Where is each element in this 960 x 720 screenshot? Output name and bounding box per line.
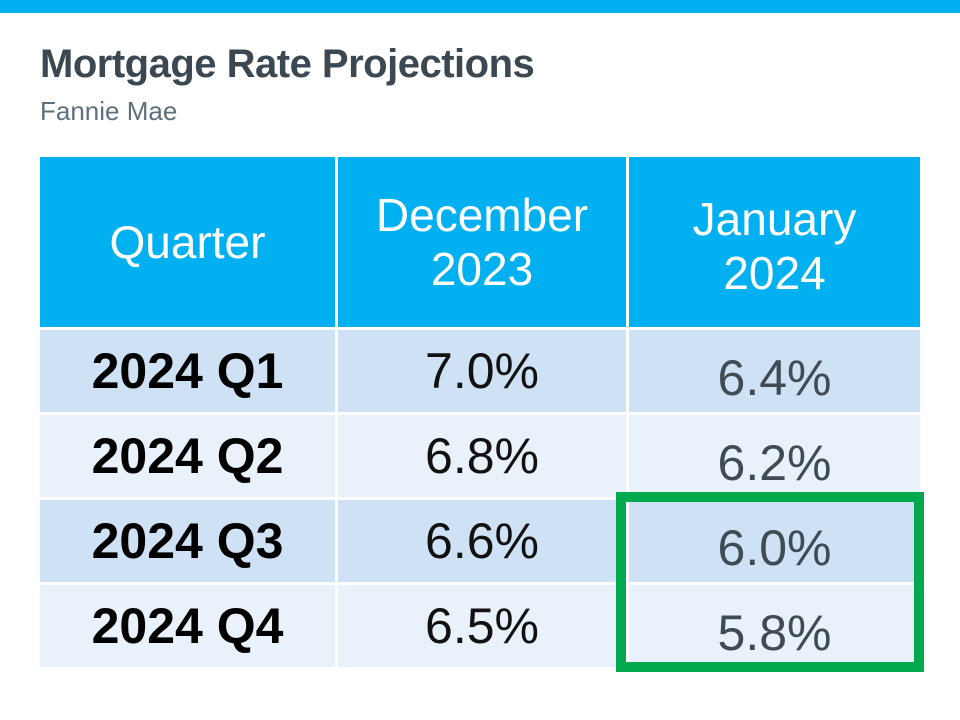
cell-december-2024-q1: 7.0% [338,330,626,412]
header-cell-quarter: Quarter [40,157,335,327]
page-title: Mortgage Rate Projections [40,42,535,86]
cell-quarter-2024-q4: 2024 Q4 [40,585,335,667]
cell-january-2024-q2: 6.2% [629,415,920,497]
cell-january-2024-q1: 6.4% [629,330,920,412]
header-cell-december-2023: December 2023 [338,157,626,327]
cell-january-2024-q3: 6.0% [629,500,920,582]
cell-december-2024-q3: 6.6% [338,500,626,582]
cell-quarter-2024-q3: 2024 Q3 [40,500,335,582]
page-subtitle: Fannie Mae [40,96,178,126]
header-december-line2: 2023 [430,243,534,295]
header-quarter-label: Quarter [109,215,266,268]
cell-december-2024-q4: 6.5% [338,585,626,667]
header-cell-january-2024: January 2024 [629,157,920,327]
cell-january-2024-q4: 5.8% [629,585,920,667]
header-january-line1: January [692,192,857,245]
cell-quarter-2024-q2: 2024 Q2 [40,415,335,497]
top-accent-bar [0,0,960,13]
cell-december-2024-q2: 6.8% [338,415,626,497]
mortgage-rate-projections-table: Quarter December 2023 January 2024 2024 … [40,157,920,667]
cell-quarter-2024-q1: 2024 Q1 [40,330,335,412]
header-january-line2: 2024 [723,247,826,299]
header-december-line1: December [375,188,589,241]
